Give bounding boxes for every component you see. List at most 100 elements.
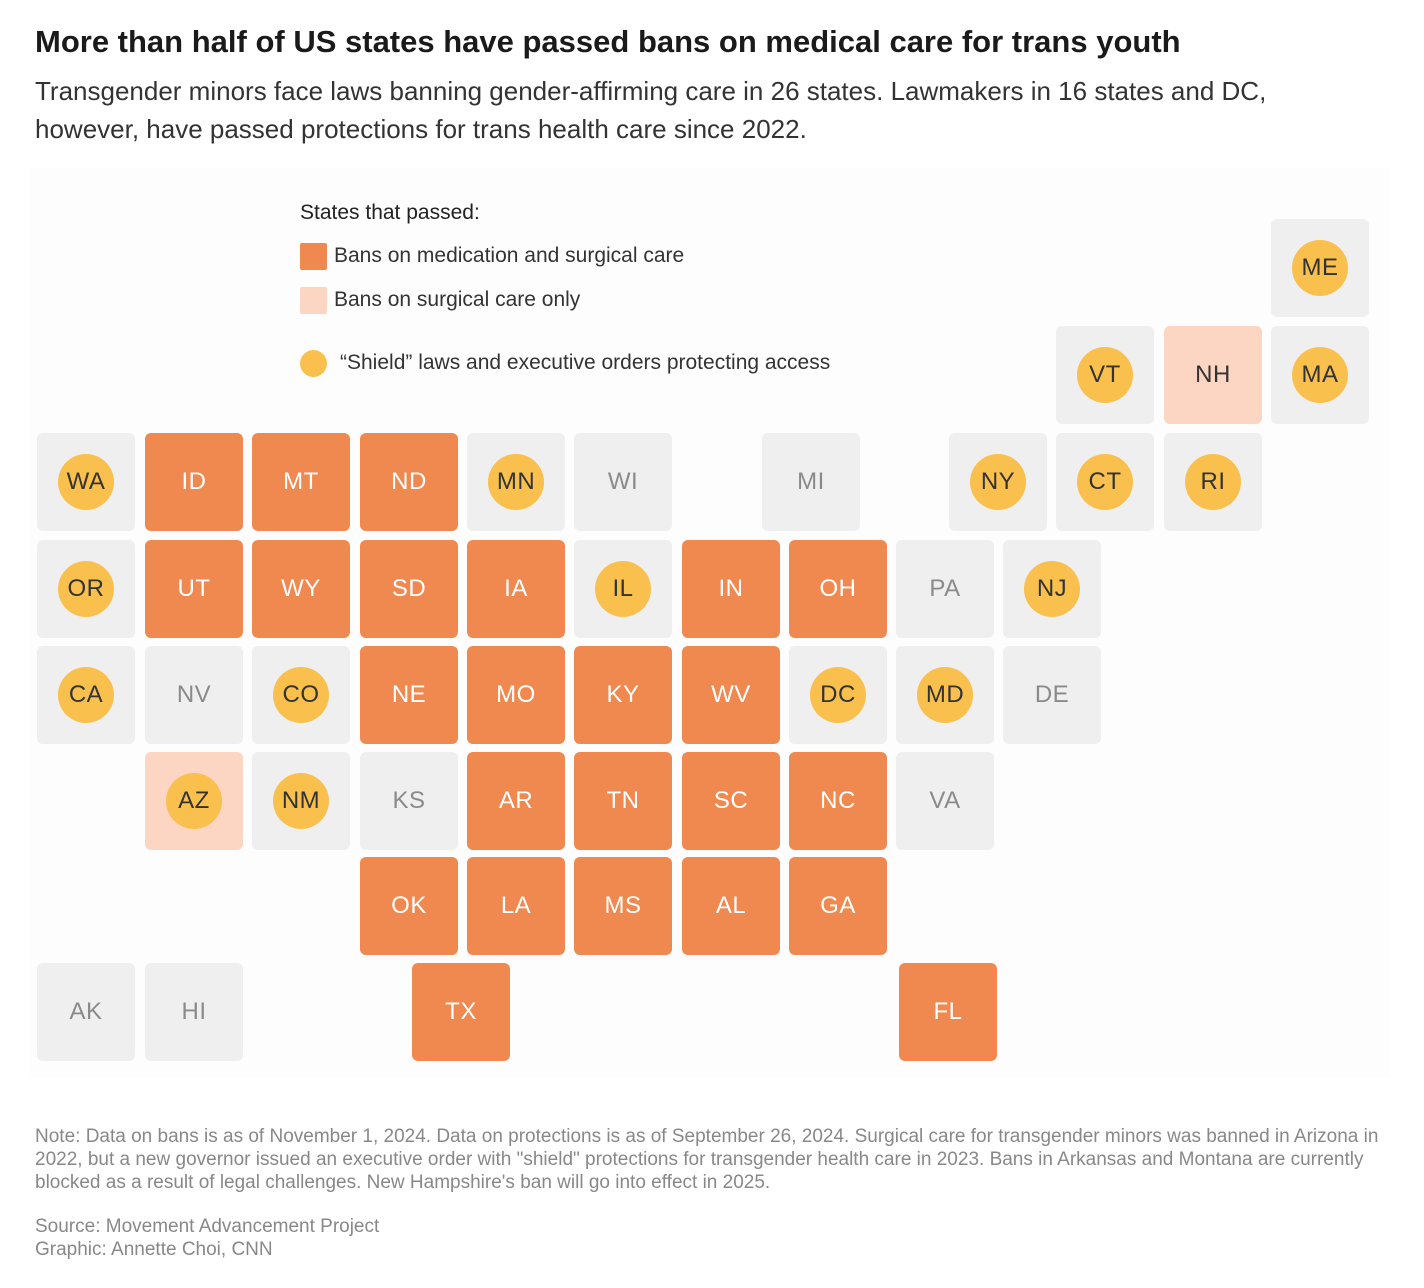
state-tile-ok: OK — [360, 857, 458, 955]
state-abbr-label: TX — [445, 998, 477, 1025]
shield-marker — [917, 667, 973, 723]
state-tile-vt: VT — [1056, 326, 1154, 424]
state-tile-mt: MT — [252, 433, 350, 531]
state-abbr-label: OR — [67, 575, 105, 602]
surgical-ban-swatch — [300, 286, 327, 314]
state-abbr-label: PA — [929, 575, 961, 602]
state-tile-ca: CA — [37, 646, 135, 744]
state-tile-or: OR — [37, 540, 135, 638]
chart-subtitle: Transgender minors face laws banning gen… — [35, 76, 1267, 144]
state-abbr-label: CO — [282, 681, 320, 708]
state-tile-nm: NM — [252, 752, 350, 850]
state-abbr-label: MD — [925, 681, 965, 708]
state-abbr-label: MS — [604, 892, 642, 919]
state-tile-il: IL — [574, 540, 672, 638]
legend-item-shield: “Shield” laws and executive orders prote… — [300, 349, 830, 377]
state-abbr-label: AL — [715, 892, 747, 919]
shield-marker — [58, 561, 114, 617]
state-abbr-label: HI — [181, 998, 207, 1025]
legend-label-surgical-ban: Bans on surgical care only — [334, 288, 581, 311]
state-tile-tn: TN — [574, 752, 672, 850]
state-abbr-label: NJ — [1036, 575, 1068, 602]
state-tile-oh: OH — [789, 540, 887, 638]
state-tile-va: VA — [896, 752, 994, 850]
state-tile-ky: KY — [574, 646, 672, 744]
state-abbr-label: DE — [1034, 681, 1070, 708]
state-abbr-label: NC — [820, 787, 856, 814]
state-tile-fl: FL — [899, 963, 997, 1061]
shield-marker — [273, 773, 329, 829]
state-tile-md: MD — [896, 646, 994, 744]
state-tile-mn: MN — [467, 433, 565, 531]
shield-dot-icon — [300, 349, 327, 377]
legend-title: States that passed: — [300, 201, 480, 224]
legend-label-shield: “Shield” laws and executive orders prote… — [340, 351, 831, 374]
shield-marker — [166, 773, 222, 829]
state-abbr-label: FL — [933, 998, 963, 1025]
state-tile-ct: CT — [1056, 433, 1154, 531]
state-abbr-label: MI — [797, 468, 825, 495]
graphic-credit-line: Graphic: Annette Choi, CNN — [35, 1239, 273, 1260]
state-tile-nv: NV — [145, 646, 243, 744]
state-tile-dc: DC — [789, 646, 887, 744]
state-abbr-label: CA — [68, 681, 104, 708]
state-tile-la: LA — [467, 857, 565, 955]
state-abbr-label: DC — [820, 681, 856, 708]
state-abbr-label: IN — [718, 575, 744, 602]
state-tile-de: DE — [1003, 646, 1101, 744]
full-ban-swatch — [300, 242, 327, 270]
state-abbr-label: OK — [391, 892, 427, 919]
state-tile-ga: GA — [789, 857, 887, 955]
state-abbr-label: WY — [281, 575, 321, 602]
legend-item-surgical-ban: Bans on surgical care only — [300, 286, 580, 314]
state-tile-nj: NJ — [1003, 540, 1101, 638]
shield-marker — [1292, 347, 1348, 403]
state-abbr-label: CT — [1088, 468, 1122, 495]
shield-marker — [1077, 454, 1133, 510]
state-abbr-label: IL — [612, 575, 634, 602]
shield-marker — [273, 667, 329, 723]
state-abbr-label: MN — [496, 468, 536, 495]
chart-title: More than half of US states have passed … — [35, 24, 1181, 59]
state-tile-ms: MS — [574, 857, 672, 955]
state-tile-tx: TX — [412, 963, 510, 1061]
state-abbr-label: AR — [498, 787, 534, 814]
shield-marker — [1077, 347, 1133, 403]
state-abbr-label: NY — [980, 468, 1016, 495]
state-abbr-label: KS — [392, 787, 426, 814]
state-tile-id: ID — [145, 433, 243, 531]
state-abbr-label: SD — [391, 575, 427, 602]
state-tile-nh: NH — [1164, 326, 1262, 424]
state-abbr-label: MA — [1301, 361, 1339, 388]
state-tile-wa: WA — [37, 433, 135, 531]
state-abbr-label: AK — [69, 998, 103, 1025]
state-tile-ut: UT — [145, 540, 243, 638]
shield-marker — [1024, 561, 1080, 617]
state-tile-wi: WI — [574, 433, 672, 531]
state-abbr-label: ME — [1301, 254, 1339, 281]
state-tile-wv: WV — [682, 646, 780, 744]
state-abbr-label: AZ — [178, 787, 210, 814]
source-line: Source: Movement Advancement Project — [35, 1216, 380, 1237]
state-tile-in: IN — [682, 540, 780, 638]
state-abbr-label: NE — [391, 681, 427, 708]
state-tile-ma: MA — [1271, 326, 1369, 424]
state-tile-me: ME — [1271, 219, 1369, 317]
footnote: Note: Data on bans is as of November 1, … — [35, 1126, 1379, 1193]
state-tile-wy: WY — [252, 540, 350, 638]
shield-marker — [58, 667, 114, 723]
shield-marker — [595, 561, 651, 617]
state-abbr-label: WA — [66, 468, 106, 495]
state-abbr-label: NM — [281, 787, 321, 814]
state-abbr-label: NH — [1195, 361, 1231, 388]
state-abbr-label: LA — [500, 892, 532, 919]
state-tile-co: CO — [252, 646, 350, 744]
state-tile-az: AZ — [145, 752, 243, 850]
state-tile-mo: MO — [467, 646, 565, 744]
state-tile-nd: ND — [360, 433, 458, 531]
shield-marker — [810, 667, 866, 723]
state-tile-al: AL — [682, 857, 780, 955]
state-abbr-label: VT — [1089, 361, 1121, 388]
state-abbr-label: OH — [819, 575, 857, 602]
state-tile-nc: NC — [789, 752, 887, 850]
